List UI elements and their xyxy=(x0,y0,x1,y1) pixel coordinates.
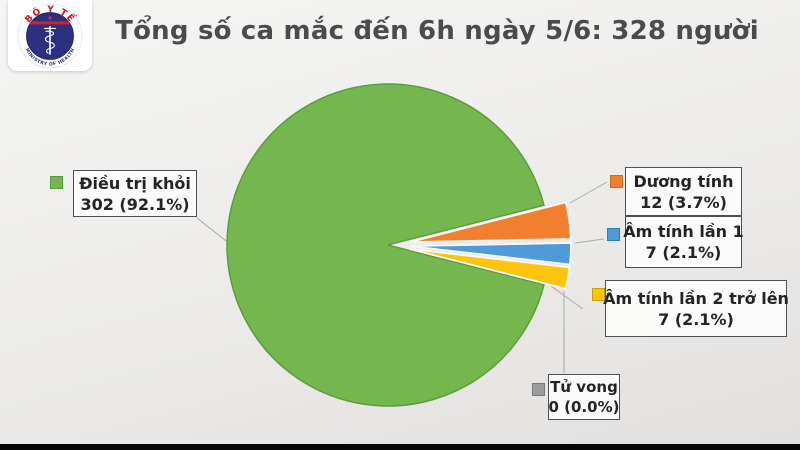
slice-label: Âm tính lần 1 xyxy=(623,222,744,241)
slice-value: 0 (0.0%) xyxy=(548,398,620,416)
legend-swatch-recovered xyxy=(50,176,63,189)
legend-callout-recovered: Điều trị khỏi 302 (92.1%) xyxy=(73,170,197,217)
slice-label: Tử vong xyxy=(550,378,618,396)
legend-callout-negative-1: Âm tính lần 1 7 (2.1%) xyxy=(623,216,744,268)
leader-line xyxy=(574,238,605,244)
pie-slice-recovered xyxy=(226,83,545,407)
slice-label: Âm tính lần 2 trở lên xyxy=(603,288,789,308)
pie-slice-negative-1 xyxy=(409,242,572,266)
slice-value: 12 (3.7%) xyxy=(640,192,727,212)
legend-callout-negative-2plus: Âm tính lần 2 trở lên 7 (2.1%) xyxy=(603,280,789,337)
leader-line xyxy=(550,285,584,310)
legend-callout-deaths: Tử vong 0 (0.0%) xyxy=(548,374,620,420)
slice-value: 7 (2.1%) xyxy=(645,243,722,262)
slice-label: Điều trị khỏi xyxy=(79,173,191,193)
leader-line xyxy=(196,217,231,245)
pie-slice-positive xyxy=(409,201,572,243)
moh-seal-icon: BỘ Y TẾ ★ MINISTRY OF HEALTH xyxy=(17,3,83,68)
slice-value: 7 (2.1%) xyxy=(658,309,734,329)
bottom-bar xyxy=(0,444,800,450)
slice-value: 302 (92.1%) xyxy=(80,194,190,214)
legend-swatch-positive xyxy=(610,175,623,188)
pie-slice-negative-2plus xyxy=(409,248,571,290)
leader-line xyxy=(569,181,608,204)
seal-red-stripe xyxy=(26,20,74,24)
ministry-of-health-logo: BỘ Y TẾ ★ MINISTRY OF HEALTH xyxy=(8,0,92,71)
red-star-icon: ★ xyxy=(47,14,53,22)
chart-title: Tổng số ca mắc đến 6h ngày 5/6: 328 ngườ… xyxy=(115,16,759,46)
legend-callout-positive: Dương tính 12 (3.7%) xyxy=(625,167,742,216)
slice-label: Dương tính xyxy=(633,171,734,191)
staff-of-asclepius-icon xyxy=(43,25,57,55)
legend-swatch-deaths xyxy=(532,383,545,396)
legend-swatch-negative-1 xyxy=(607,228,620,241)
legend-swatch-negative-2plus xyxy=(592,288,605,301)
